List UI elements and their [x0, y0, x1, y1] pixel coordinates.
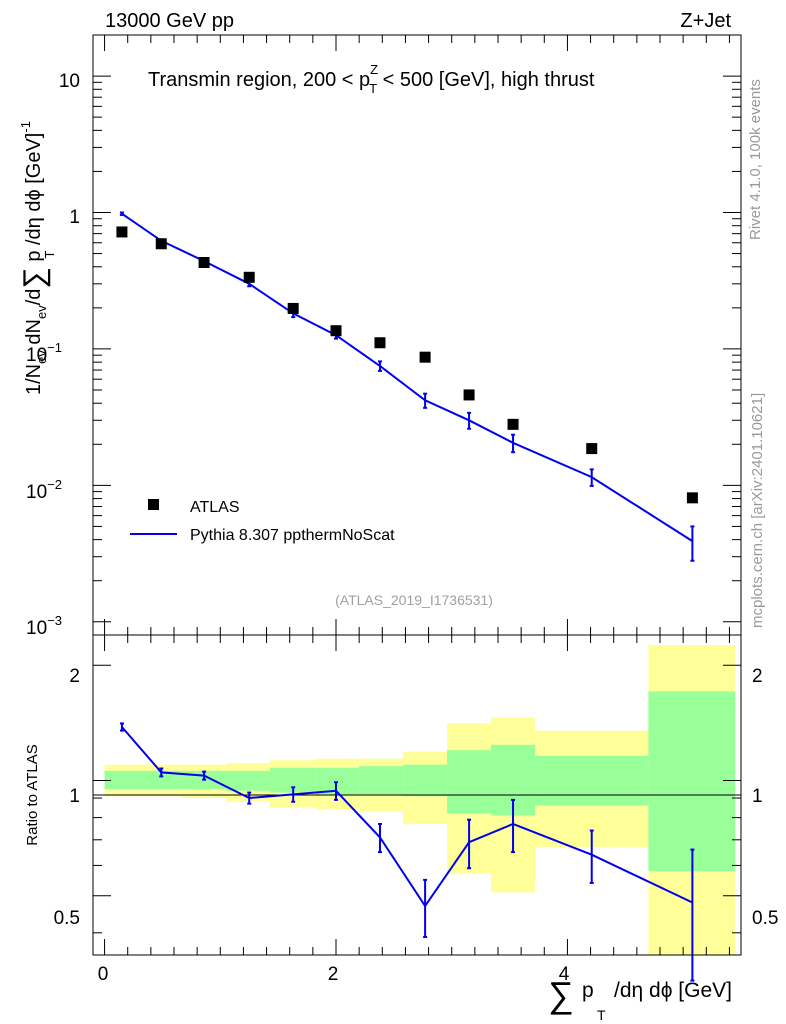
xtick-4: 4 [559, 964, 570, 985]
xtick-0: 0 [98, 964, 109, 985]
plot-title-left: Transmin region, 200 < p [148, 69, 370, 91]
atlas-data-point [586, 443, 598, 455]
ylabel-p: p [23, 251, 45, 268]
atlas-data-point [330, 325, 342, 337]
atlas-data-point [287, 302, 299, 314]
atlas-data-point [116, 226, 128, 238]
ylabel-sum: ∑ [18, 267, 51, 288]
ylabel-t: T [42, 251, 57, 259]
xtick-labels: 0 2 4 [98, 964, 570, 985]
ratio-band-inner [535, 755, 649, 806]
atlas-data-point [419, 351, 431, 363]
ratio-ylabel: Ratio to ATLAS [24, 744, 41, 845]
ratio-frame [92, 634, 742, 956]
ytick-1: 1 [69, 207, 80, 228]
atlas-data-point [463, 389, 475, 401]
ratio-band-inner [648, 691, 736, 872]
ratio-ytick-right-1: 1 [752, 786, 763, 807]
ratio-panel: Ratio to ATLAS 0.5 1 2 0.5 1 2 [24, 634, 778, 982]
ylabel-ev2: ev [34, 305, 49, 319]
main-ytick-labels: 10 1 10−1 10−2 10−3 [26, 71, 80, 639]
atlas-data-point [374, 337, 386, 349]
ylabel-rest: /dη dϕ [GeV] [23, 133, 45, 251]
main-frame [92, 34, 742, 636]
main-panel: Transmin region, 200 < pZ T < 500 [GeV], … [18, 34, 742, 639]
ytick-1e-2: 10−2 [26, 477, 62, 503]
legend-mc-label: Pythia 8.307 ppthermNoScat [190, 527, 395, 544]
main-ylabel: 1/Nev dNev/d∑ pT /dη dϕ [GeV]-1 [18, 121, 57, 395]
atlas-data-point [198, 257, 210, 269]
plot-title-sub: T [369, 81, 377, 96]
process-label: Z+Jet [680, 10, 731, 32]
atlas-data-point [243, 271, 255, 283]
mc-line [121, 212, 693, 542]
xlabel: ∑ p T /dη dϕ [GeV] [548, 974, 732, 1023]
plot-title-right: < 500 [GeV], high thrust [377, 69, 595, 91]
xtick-2: 2 [328, 964, 339, 985]
ytick-10: 10 [59, 71, 80, 92]
ratio-mc-line [121, 726, 693, 908]
mcplots-label: mcplots.cern.ch [arXiv:2401.10621] [749, 393, 766, 628]
ylabel-prefix: 1/N [23, 364, 45, 395]
ratio-ytick-right-0.5: 0.5 [752, 908, 778, 929]
legend-data-label: ATLAS [190, 499, 240, 516]
atlas-data-point [686, 492, 698, 504]
ratio-band-inner [359, 766, 404, 795]
ratio-band-inner [403, 764, 448, 797]
atlas-data-point [507, 418, 519, 430]
svg-text:1/Nev dNev/d∑ pT /dη dϕ [GeV]: 1/Nev dNev/d∑ pT /dη dϕ [GeV]-1 [18, 121, 57, 395]
ylabel-exp: -1 [18, 121, 33, 133]
ratio-ytick-left-2: 2 [69, 666, 80, 687]
ylabel-d: /d [23, 289, 45, 306]
legend-data-marker [148, 499, 159, 510]
ylabel-mid: dN [23, 319, 45, 350]
plot-title: Transmin region, 200 < pZ T < 500 [GeV], … [148, 62, 595, 96]
atlas-data-point [155, 238, 167, 250]
analysis-id: (ATLAS_2019_I1736531) [335, 592, 493, 608]
rivet-label: Rivet 4.1.0, 100k events [747, 79, 764, 240]
xlabel-sum: ∑ [548, 974, 574, 1015]
xlabel-p: p [582, 979, 594, 1002]
ratio-ytick-left-1: 1 [69, 786, 80, 807]
legend: ATLAS Pythia 8.307 ppthermNoScat [130, 499, 395, 544]
ytick-1e-1: 10−1 [26, 340, 62, 366]
ratio-ytick-left-0.5: 0.5 [54, 908, 80, 929]
energy-label: 13000 GeV pp [105, 10, 234, 32]
ratio-band-inner [447, 750, 492, 814]
ytick-1e-3: 10−3 [26, 613, 62, 639]
ylabel-ev: ev [34, 350, 49, 364]
xlabel-t: T [597, 1007, 606, 1023]
ratio-band-inner [315, 767, 360, 795]
plot-title-sup: Z [370, 62, 378, 77]
xlabel-rest: /dη dϕ [GeV] [614, 979, 732, 1002]
ratio-band-inner [104, 770, 183, 790]
ratio-band-inner [226, 770, 271, 791]
ratio-ytick-right-2: 2 [752, 666, 763, 687]
